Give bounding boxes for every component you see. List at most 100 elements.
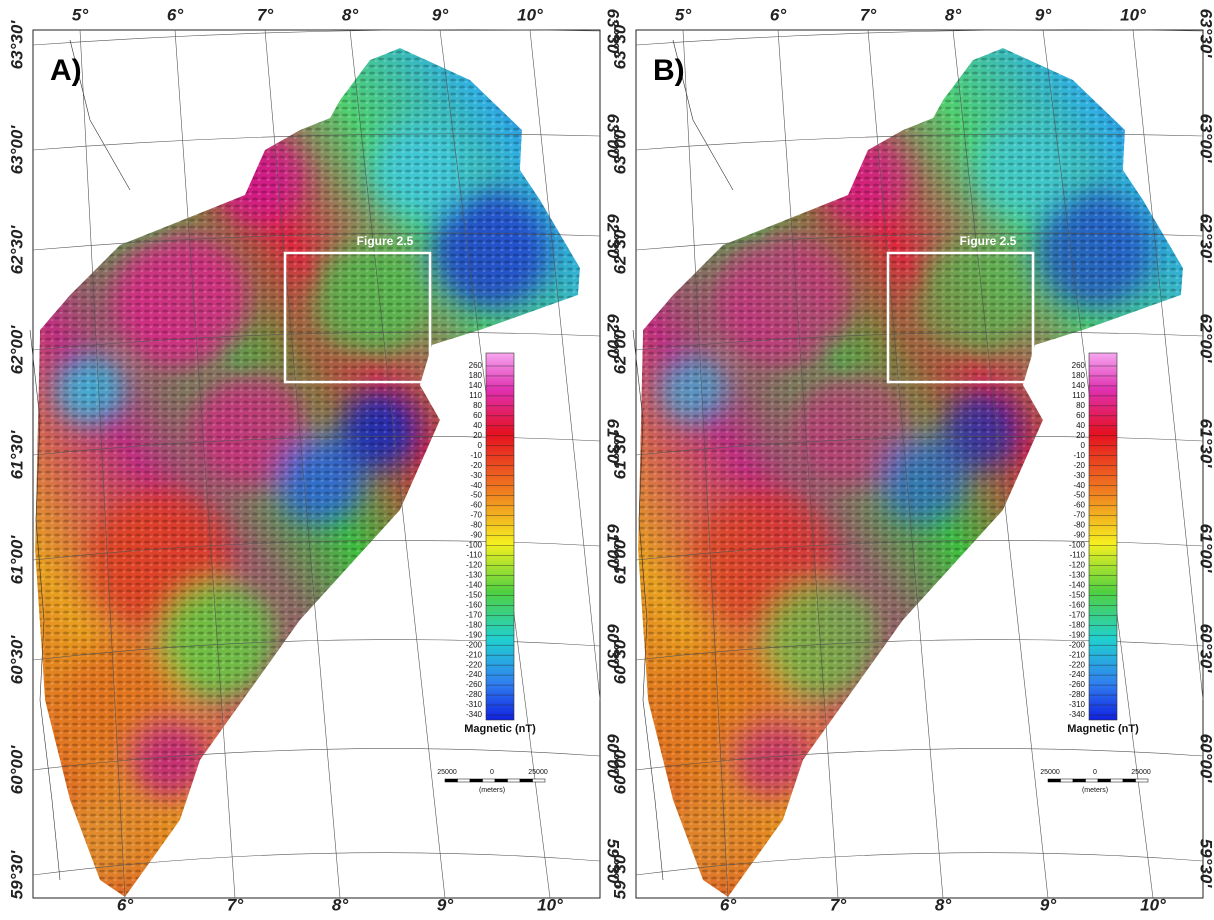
scale-label: 25000 [528,769,548,776]
latitude-label: 59°30' [1197,839,1214,889]
legend-label: -20 [1073,461,1085,470]
latitude-label: 62°00' [7,325,26,375]
map-panel: 5°6°7°8°9°10°6°7°8°9°10°63°30'63°00'62°3… [7,5,622,914]
latitude-label: 63°30' [610,20,629,70]
legend-label: -90 [470,531,482,540]
latitude-label: 63°00' [1197,114,1214,164]
legend-label: -140 [1069,580,1086,589]
legend-label: -260 [466,680,483,689]
latitude-label: 61°00' [7,535,26,585]
legend-label: 260 [469,361,483,370]
legend-label: -30 [470,471,482,480]
longitude-label: 8° [935,895,951,914]
legend-label: -120 [1069,561,1086,570]
latitude-label: 63°30' [1197,9,1214,59]
latitude-label: 63°00' [7,125,26,175]
longitude-label: 9° [437,895,453,914]
scale-segment [1086,779,1099,782]
legend-label: -90 [1073,531,1085,540]
legend-label: -280 [466,690,483,699]
legend-label: -80 [1073,521,1085,530]
latitude-label: 62°30' [1197,214,1214,264]
longitude-label: 7° [227,895,243,914]
figure: 5° 6° 7° 8° 9° 10° 6° 7° 8° 9° 10° 63°30' 63°00' 62°3… [0,0,1214,915]
longitude-label: 10° [1140,895,1166,914]
legend-label: 80 [1076,401,1085,410]
latitude-label: 61°30' [1197,419,1214,469]
latitude-label: 60°00' [1197,734,1214,784]
legend-label: -40 [1073,481,1085,490]
legend-label: -220 [1069,660,1086,669]
scale-unit: (meters) [479,787,505,794]
scale-segment [470,779,483,782]
longitude-label: 8° [945,5,961,24]
latitude-label: 60°30' [7,635,26,685]
legend-label: 20 [1076,431,1085,440]
panel-label: B) [653,54,685,87]
scale-segment [1073,779,1086,782]
inset-label: Figure 2.5 [960,234,1017,248]
legend-label: 0 [1081,441,1086,450]
scale-segment [1098,779,1111,782]
longitude-label: 6° [720,895,736,914]
latitude-label: 60°30' [1197,624,1214,674]
scale-segment [1123,779,1136,782]
legend-label: 20 [473,431,482,440]
longitude-label: 10° [1120,5,1146,24]
legend-label: 140 [1072,381,1086,390]
legend-label: -10 [470,451,482,460]
legend-label: -70 [470,511,482,520]
scale-segment [533,779,546,782]
legend-label: -220 [466,660,483,669]
longitude-label: 9° [432,5,448,24]
legend-label: -100 [1069,541,1086,550]
legend-label: -280 [1069,690,1086,699]
longitude-label: 9° [1040,895,1056,914]
scale-segment [495,779,508,782]
longitude-label: 10° [537,895,563,914]
panel-label: A) [50,54,82,87]
longitude-label: 8° [342,5,358,24]
scale-segment [445,779,458,782]
legend-label: 140 [469,381,483,390]
longitude-label: 5° [675,5,691,24]
scale-segment [508,779,521,782]
longitude-label: 8° [332,895,348,914]
legend-label: -200 [466,640,483,649]
scale-segment [1048,779,1061,782]
legend-label: -130 [1069,571,1086,580]
legend-label: -60 [1073,501,1085,510]
scale-label: 0 [490,769,494,776]
latitude-label: 61°30' [610,430,629,480]
latitude-label: 60°00' [7,745,26,795]
legend-label: -60 [470,501,482,510]
scale-segment [1061,779,1074,782]
longitude-label: 6° [770,5,786,24]
scale-unit: (meters) [1082,787,1108,794]
legend-label: -160 [466,600,483,609]
scale-label: 25000 [1131,769,1151,776]
latitude-label: 62°30' [7,225,26,275]
legend-label: -310 [466,700,483,709]
legend-label: -20 [470,461,482,470]
longitude-label: 10° [517,5,543,24]
legend-label: 60 [1076,411,1085,420]
legend-label: -190 [1069,630,1086,639]
legend-label: -180 [466,620,483,629]
scale-label: 0 [1093,769,1097,776]
legend-label: 110 [1072,391,1085,400]
legend-label: -240 [466,670,483,679]
legend-label: -170 [466,610,483,619]
legend-label: -100 [466,541,483,550]
legend-label: -50 [470,491,482,500]
latitude-label: 62°30' [610,225,629,275]
legend-label: -210 [1069,650,1086,659]
legend-label: -10 [1073,451,1085,460]
legend-label: 60 [473,411,482,420]
legend-label: -110 [1070,551,1086,560]
legend-label: -200 [1069,640,1086,649]
latitude-label: 63°00' [610,125,629,175]
longitude-label: 7° [257,5,273,24]
scale-segment [1136,779,1149,782]
legend-label: -310 [1069,700,1086,709]
